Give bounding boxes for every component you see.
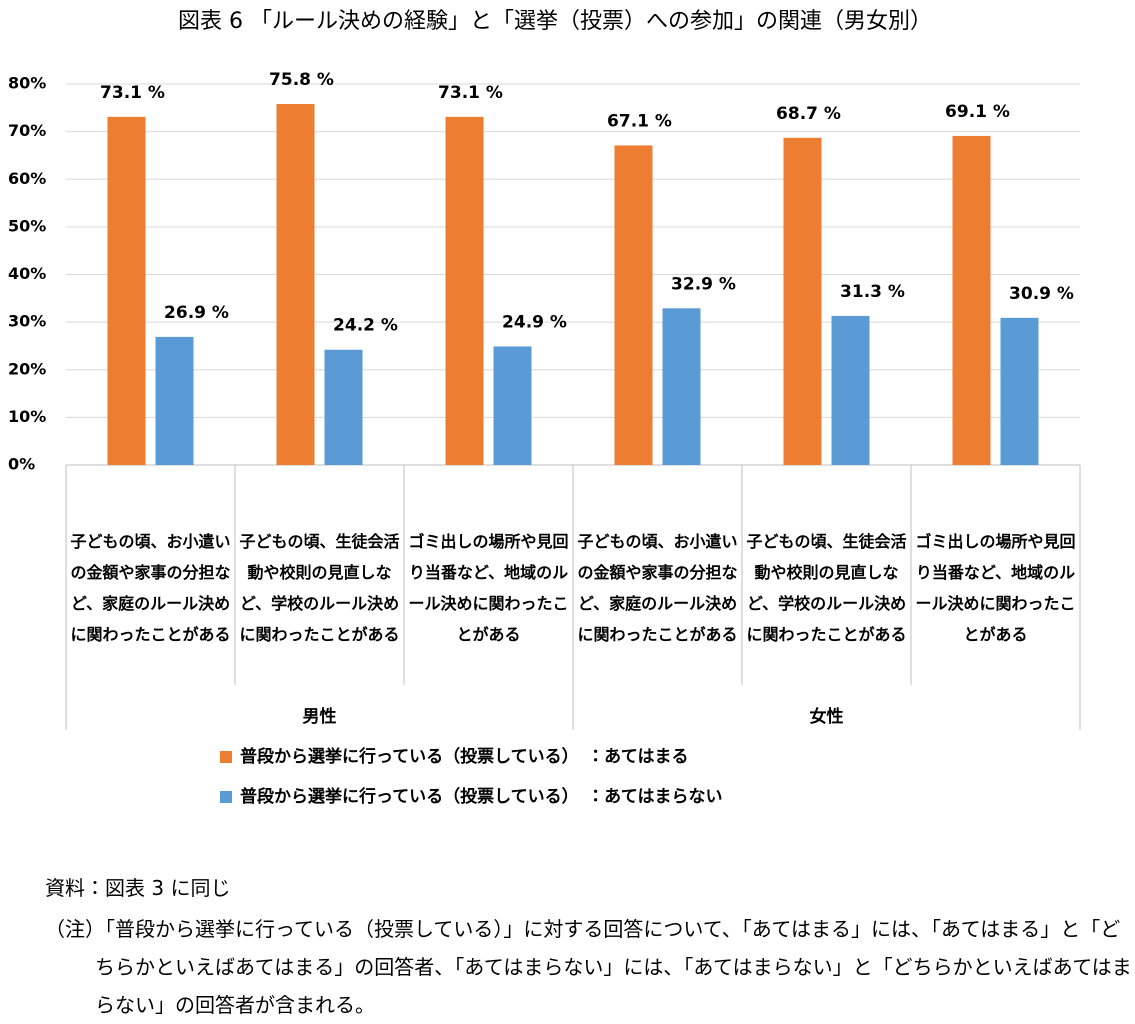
group-label: 男性 xyxy=(302,707,337,727)
y-tick-label: 70% xyxy=(8,121,46,140)
source: 資料：図表 3 に同じ xyxy=(45,876,231,900)
group-label: 女性 xyxy=(809,707,844,727)
legend-label: 普段から選挙に行っている（投票している） ：あてはまらない xyxy=(240,786,722,807)
bar xyxy=(783,137,822,465)
x-tick-label: 子どもの頃、お小遣いの金額や家事の分担など、家庭のルール決めに関わったことがある xyxy=(577,532,738,644)
legend-swatch xyxy=(220,751,232,763)
data-label: 73.1 % xyxy=(100,83,165,103)
x-tick-label: 子どもの頃、生徒会活動や校則の見直しなど、学校のルール決めに関わったことがある xyxy=(746,532,907,644)
y-tick-label: 10% xyxy=(8,407,46,426)
bar xyxy=(445,116,484,465)
chart-title: 図表 6 「ルール決めの経験」と「選挙（投票）への参加」の関連（男女別） xyxy=(178,9,932,34)
data-label: 73.1 % xyxy=(438,83,503,103)
data-label: 32.9 % xyxy=(671,274,736,294)
data-label: 24.9 % xyxy=(502,312,567,332)
bar xyxy=(831,315,870,465)
x-tick-label: ゴミ出しの場所や見回り当番など、地域のルール決めに関わったことがある xyxy=(408,532,569,644)
bar xyxy=(493,346,532,465)
data-label: 31.3 % xyxy=(840,282,905,302)
bar xyxy=(107,116,146,465)
y-tick-label: 60% xyxy=(8,169,46,188)
bar xyxy=(614,145,653,465)
data-label: 24.2 % xyxy=(333,316,398,336)
data-label: 69.1 % xyxy=(945,102,1010,122)
x-tick-label: ゴミ出しの場所や見回り当番など、地域のルール決めに関わったことがある xyxy=(915,532,1076,644)
x-tick-label: 子どもの頃、生徒会活動や校則の見直しなど、学校のルール決めに関わったことがある xyxy=(239,532,400,644)
legend-swatch xyxy=(220,791,232,803)
bar xyxy=(1000,317,1039,465)
data-label: 30.9 % xyxy=(1009,284,1074,304)
data-label: 26.9 % xyxy=(164,303,229,323)
legend-label: 普段から選挙に行っている（投票している） ：あてはまる xyxy=(240,746,688,767)
y-tick-label: 20% xyxy=(8,359,46,378)
y-tick-label: 40% xyxy=(8,264,46,283)
y-tick-label: 50% xyxy=(8,216,46,235)
data-label: 68.7 % xyxy=(776,104,841,124)
x-tick-label: 子どもの頃、お小遣いの金額や家事の分担など、家庭のルール決めに関わったことがある xyxy=(70,532,231,644)
bar xyxy=(952,135,991,465)
data-label: 67.1 % xyxy=(607,111,672,131)
bar xyxy=(276,104,315,465)
data-label: 75.8 % xyxy=(269,70,334,90)
y-tick-label: 80% xyxy=(8,74,46,93)
y-tick-label: 0% xyxy=(8,455,35,474)
bar xyxy=(155,336,194,465)
note: （注）「普段から選挙に行っている（投票している）」に対する回答について、「あては… xyxy=(45,917,1132,1017)
y-tick-label: 30% xyxy=(8,312,46,331)
bar xyxy=(324,349,363,465)
bar xyxy=(662,308,701,465)
